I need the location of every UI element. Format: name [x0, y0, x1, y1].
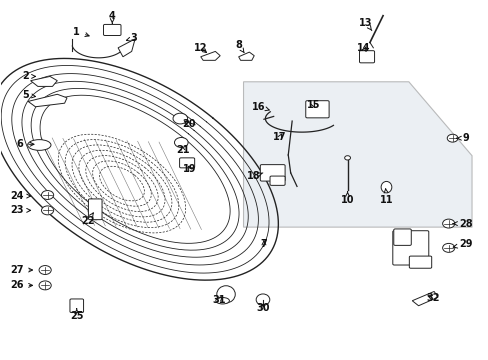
Text: 4: 4 [109, 11, 115, 23]
Text: 27: 27 [10, 265, 33, 275]
Polygon shape [201, 51, 220, 60]
FancyBboxPatch shape [305, 101, 328, 118]
Ellipse shape [215, 297, 229, 304]
Text: 17: 17 [273, 132, 286, 142]
Circle shape [39, 281, 51, 290]
FancyBboxPatch shape [359, 51, 374, 63]
Text: 20: 20 [182, 118, 195, 129]
Text: 16: 16 [252, 102, 269, 112]
Ellipse shape [380, 181, 391, 193]
Text: 7: 7 [260, 239, 267, 249]
FancyBboxPatch shape [179, 158, 194, 168]
FancyBboxPatch shape [88, 199, 102, 220]
Circle shape [442, 219, 454, 228]
Polygon shape [28, 94, 67, 107]
Text: 19: 19 [183, 164, 196, 174]
FancyBboxPatch shape [408, 256, 431, 268]
Text: 29: 29 [452, 239, 471, 249]
Text: 8: 8 [235, 40, 244, 53]
FancyBboxPatch shape [269, 176, 285, 185]
Text: 10: 10 [340, 192, 354, 204]
FancyBboxPatch shape [393, 229, 410, 246]
FancyBboxPatch shape [260, 165, 285, 181]
Text: 22: 22 [81, 213, 95, 226]
Circle shape [442, 243, 454, 252]
Text: 15: 15 [306, 100, 320, 110]
Text: 14: 14 [356, 43, 369, 53]
Ellipse shape [174, 138, 188, 148]
Text: 6: 6 [17, 139, 34, 149]
Text: 18: 18 [246, 171, 263, 181]
Text: 31: 31 [212, 295, 225, 305]
Ellipse shape [173, 113, 187, 124]
FancyBboxPatch shape [103, 24, 121, 36]
Text: 28: 28 [452, 219, 471, 229]
Text: 25: 25 [70, 309, 83, 321]
Circle shape [41, 190, 54, 199]
Circle shape [447, 134, 457, 142]
FancyBboxPatch shape [392, 231, 428, 265]
Text: 9: 9 [456, 133, 468, 143]
Circle shape [39, 266, 51, 274]
Ellipse shape [216, 286, 235, 303]
Text: 5: 5 [22, 90, 36, 100]
Circle shape [41, 206, 54, 215]
Text: 12: 12 [194, 43, 207, 53]
Text: 2: 2 [22, 71, 36, 81]
Text: 30: 30 [256, 303, 269, 313]
Ellipse shape [256, 294, 269, 305]
Text: 13: 13 [359, 18, 372, 31]
Text: 1: 1 [73, 27, 89, 37]
Polygon shape [30, 76, 57, 86]
Text: 23: 23 [10, 205, 31, 215]
Ellipse shape [344, 156, 350, 160]
Text: 26: 26 [10, 280, 33, 291]
Polygon shape [411, 292, 437, 306]
Text: 24: 24 [10, 191, 31, 201]
Text: 11: 11 [380, 189, 393, 204]
Text: 21: 21 [176, 145, 189, 155]
Ellipse shape [28, 140, 51, 150]
FancyBboxPatch shape [70, 299, 83, 312]
Text: 3: 3 [126, 33, 137, 43]
Polygon shape [118, 39, 135, 57]
Polygon shape [243, 82, 471, 227]
Text: 32: 32 [426, 293, 439, 303]
Polygon shape [238, 52, 254, 60]
